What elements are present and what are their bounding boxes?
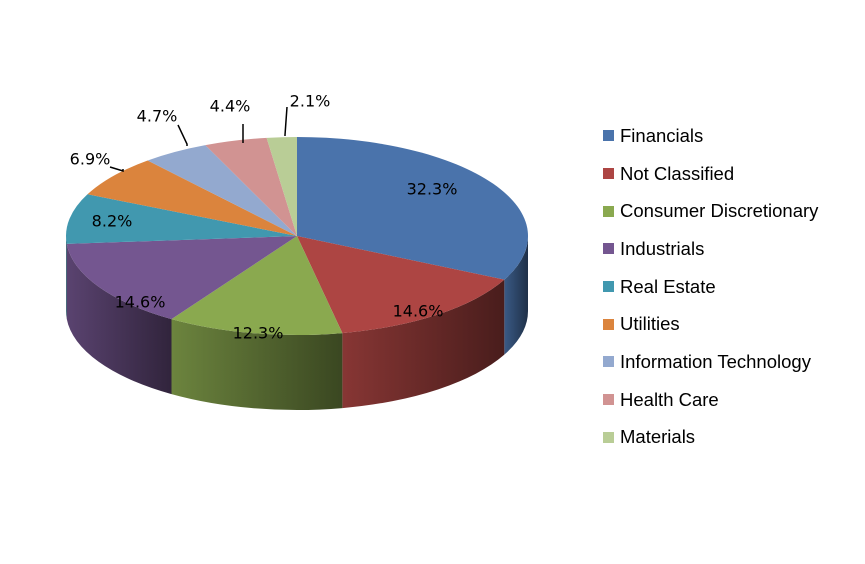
leader-line-5	[109, 166, 124, 173]
pie-side-4	[66, 236, 67, 319]
pie-slice-2	[171, 236, 343, 335]
legend-label: Industrials	[620, 237, 705, 259]
pie-slices	[66, 137, 528, 335]
data-label-4: 8.2%	[92, 212, 133, 231]
data-labels: 32.3% 14.6% 12.3% 14.6% 8.2% 6.9% 4.7% 4.4% 2.1%	[70, 92, 458, 343]
pie-side-0	[504, 236, 528, 355]
legend-item: Information Technology	[603, 343, 818, 381]
legend-item: Real Estate	[603, 268, 818, 306]
legend-item: Industrials	[603, 230, 818, 268]
pie-slice-7	[205, 137, 297, 236]
pie-slice-4	[66, 194, 297, 244]
data-label-1: 14.6%	[393, 302, 444, 321]
data-label-0: 32.3%	[407, 180, 458, 199]
legend-label: Materials	[620, 426, 696, 448]
legend-swatch	[603, 394, 614, 406]
leader-line-8	[284, 106, 288, 136]
data-label-6: 4.7%	[137, 107, 178, 126]
legend-label: Financials	[620, 124, 704, 146]
data-label-2: 12.3%	[233, 324, 284, 343]
legend-swatch	[603, 130, 614, 142]
pie-side-walls	[66, 236, 528, 411]
pie-side-2	[171, 319, 343, 411]
legend-item: Materials	[603, 419, 818, 457]
legend-label: Utilities	[620, 313, 680, 335]
pie-slice-8	[266, 137, 297, 236]
legend-swatch	[603, 281, 614, 293]
pie-slice-1	[297, 236, 505, 334]
legend-swatch	[603, 431, 614, 443]
legend-item: Financials	[603, 117, 818, 155]
legend-swatch	[603, 356, 614, 368]
legend-item: Consumer Discretionary	[603, 192, 818, 230]
pie-side-3	[66, 243, 172, 395]
legend-item: Health Care	[603, 381, 818, 419]
data-label-8: 2.1%	[290, 92, 331, 111]
legend-label: Health Care	[620, 388, 719, 410]
legend-item: Not Classified	[603, 155, 818, 193]
data-label-7: 4.4%	[210, 97, 251, 116]
chart-legend: Financials Not Classified Consumer Discret…	[603, 117, 818, 456]
legend-label: Real Estate	[620, 275, 716, 297]
legend-swatch	[603, 318, 614, 330]
pie-slice-3	[66, 236, 297, 320]
legend-label: Information Technology	[620, 350, 811, 372]
pie-slice-5	[87, 160, 298, 236]
legend-swatch	[603, 243, 614, 255]
legend-swatch	[603, 168, 614, 180]
legend-label: Consumer Discretionary	[620, 200, 819, 222]
data-label-5: 6.9%	[70, 150, 111, 169]
data-label-3: 14.6%	[115, 293, 166, 312]
legend-swatch	[603, 205, 614, 217]
legend-item: Utilities	[603, 305, 818, 343]
pie-slice-0	[297, 137, 528, 280]
legend-label: Not Classified	[620, 162, 735, 184]
leader-line-6	[177, 124, 188, 146]
pie-side-1	[342, 279, 505, 409]
pie-slice-6	[147, 145, 297, 236]
